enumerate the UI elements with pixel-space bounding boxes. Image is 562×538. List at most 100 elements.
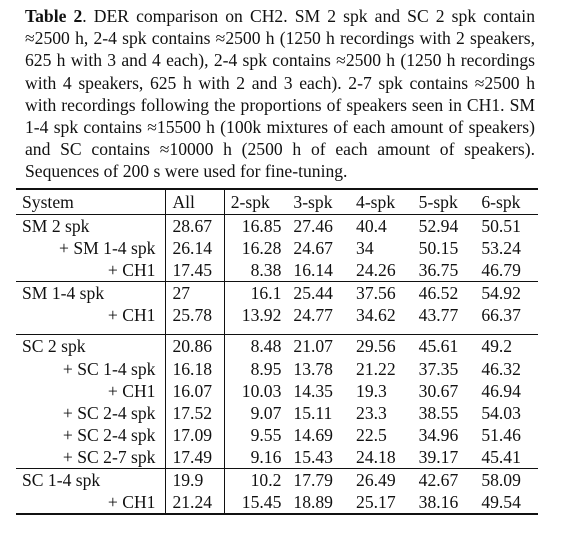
value-cell-4spk: 19.3 (356, 380, 387, 401)
value-cell-2spk: 16.28 (241, 238, 282, 259)
value-cell-2spk: 9.07 (250, 402, 282, 423)
value-cell-6spk: 45.41 (481, 446, 521, 467)
table-row: + CH1 16.07 10.03 14.35 19.3 30.67 46.94 (16, 379, 538, 402)
value-cell-all: 27 (165, 281, 225, 305)
value-cell-6spk: 46.32 (481, 358, 521, 379)
value-cell-4spk: 22.5 (356, 424, 387, 445)
table-row: SM 2 spk 28.67 16.85 27.46 40.4 52.94 50.51 (16, 214, 538, 238)
value-cell-3spk: 24.77 (293, 305, 333, 326)
group-sm: SM 2 spk 28.67 16.85 27.46 40.4 52.94 50.51 + S… (16, 214, 538, 327)
value-cell-all: 17.49 (165, 445, 225, 469)
value-cell-all: 17.09 (165, 423, 225, 446)
der-comparison-table: System All 2-spk 3-spk 4-spk 5-spk 6-spk… (16, 188, 538, 516)
value-cell-5spk: 42.67 (412, 468, 476, 492)
value-cell-2spk: 16.1 (224, 281, 288, 305)
value-cell-6spk: 54.92 (475, 281, 538, 305)
value-cell-4spk: 40.4 (350, 214, 413, 238)
header-4spk: 4-spk (350, 188, 413, 215)
table-caption: Table 2. DER comparison on CH2. SM 2 spk… (25, 5, 535, 183)
value-cell-3spk: 14.35 (293, 380, 333, 401)
table-row: SM 1-4 spk 27 16.1 25.44 37.56 46.52 54.92 (16, 281, 538, 305)
value-cell-3spk: 18.89 (287, 491, 351, 516)
value-cell-2spk: 9.55 (250, 424, 282, 445)
table-row: + CH1 25.78 13.92 24.77 34.62 43.77 66.37 (16, 304, 538, 327)
value-cell-6spk: 51.46 (481, 424, 521, 445)
header-row: System All 2-spk 3-spk 4-spk 5-spk 6-spk (16, 188, 538, 215)
value-cell-3spk: 24.67 (293, 238, 333, 259)
table-row: + CH1 21.24 15.45 18.89 25.17 38.16 49.54 (16, 491, 538, 516)
value-cell-all: 21.24 (165, 491, 225, 516)
value-cell-4spk: 37.56 (350, 281, 413, 305)
value-cell-3spk: 15.43 (293, 446, 333, 467)
group-sc: SC 2 spk 20.86 8.48 21.07 29.56 45.61 49.2 + SC… (16, 334, 538, 516)
value-cell-4spk: 23.3 (356, 402, 387, 423)
value-cell-all: 17.45 (165, 259, 225, 282)
header-3spk: 3-spk (287, 188, 351, 215)
header-5spk: 5-spk (412, 188, 476, 215)
value-cell-5spk: 36.75 (418, 260, 459, 281)
value-cell-all: 26.14 (165, 237, 225, 260)
value-cell-all: 25.78 (165, 304, 225, 327)
value-cell-all: 17.52 (165, 401, 225, 424)
value-cell-2spk: 10.2 (224, 468, 288, 492)
system-cell: SC 2 spk (16, 334, 166, 358)
value-cell-5spk: 39.17 (418, 446, 459, 467)
value-cell-2spk: 8.38 (250, 260, 282, 281)
table-row: + SC 2-4 spk 17.52 9.07 15.11 23.3 38.55 54.03 (16, 401, 538, 424)
value-cell-all: 28.67 (165, 214, 225, 238)
value-cell-4spk: 25.17 (350, 491, 413, 516)
value-cell-6spk: 54.03 (481, 402, 521, 423)
system-cell: + SC 2-7 spk (62, 446, 156, 467)
value-cell-3spk: 15.11 (293, 402, 333, 423)
value-cell-2spk: 15.45 (224, 491, 288, 516)
value-cell-3spk: 14.69 (293, 424, 333, 445)
value-cell-5spk: 38.55 (418, 402, 459, 423)
value-cell-2spk: 8.95 (250, 358, 282, 379)
value-cell-6spk: 53.24 (481, 238, 521, 259)
value-cell-4spk: 24.26 (356, 260, 396, 281)
system-cell: + SC 2-4 spk (62, 424, 156, 445)
value-cell-4spk: 24.18 (356, 446, 396, 467)
value-cell-4spk: 34 (356, 238, 374, 259)
system-cell: SM 2 spk (16, 214, 166, 238)
value-cell-5spk: 34.96 (418, 424, 459, 445)
value-cell-3spk: 16.14 (293, 260, 333, 281)
value-cell-5spk: 50.15 (418, 238, 459, 259)
value-cell-3spk: 27.46 (287, 214, 351, 238)
value-cell-all: 16.07 (165, 379, 225, 402)
system-cell: + CH1 (16, 491, 166, 516)
value-cell-2spk: 9.16 (250, 446, 282, 467)
value-cell-3spk: 13.78 (293, 358, 333, 379)
table-row: + SC 1-4 spk 16.18 8.95 13.78 21.22 37.35 46.3… (16, 357, 538, 380)
system-cell: + SM 1-4 spk (59, 238, 156, 259)
header-all: All (165, 188, 225, 215)
value-cell-2spk: 8.48 (224, 334, 288, 358)
table-row: + SC 2-4 spk 17.09 9.55 14.69 22.5 34.96 51.46 (16, 423, 538, 446)
value-cell-6spk: 58.09 (475, 468, 538, 492)
header-6spk: 6-spk (475, 188, 538, 215)
value-cell-5spk: 38.16 (412, 491, 476, 516)
system-cell: + CH1 (107, 380, 156, 401)
value-cell-6spk: 66.37 (481, 305, 521, 326)
header-system: System (16, 188, 166, 215)
value-cell-2spk: 13.92 (241, 305, 282, 326)
value-cell-6spk: 49.2 (475, 334, 538, 358)
value-cell-2spk: 16.85 (224, 214, 288, 238)
group-separator (16, 326, 538, 335)
system-cell: + CH1 (107, 260, 156, 281)
value-cell-4spk: 29.56 (350, 334, 413, 358)
caption-label: Table 2 (25, 6, 83, 26)
value-cell-5spk: 30.67 (418, 380, 459, 401)
value-cell-2spk: 10.03 (241, 380, 282, 401)
value-cell-5spk: 37.35 (418, 358, 459, 379)
value-cell-5spk: 46.52 (412, 281, 476, 305)
table-row: + SM 1-4 spk 26.14 16.28 24.67 34 50.15 53.24 (16, 237, 538, 260)
table-row: SC 2 spk 20.86 8.48 21.07 29.56 45.61 49.2 (16, 334, 538, 358)
table-row: SC 1-4 spk 19.9 10.2 17.79 26.49 42.67 58.09 (16, 468, 538, 492)
value-cell-3spk: 21.07 (287, 334, 351, 358)
value-cell-4spk: 21.22 (356, 358, 396, 379)
value-cell-5spk: 45.61 (412, 334, 476, 358)
value-cell-6spk: 50.51 (475, 214, 538, 238)
system-cell: + CH1 (107, 305, 156, 326)
